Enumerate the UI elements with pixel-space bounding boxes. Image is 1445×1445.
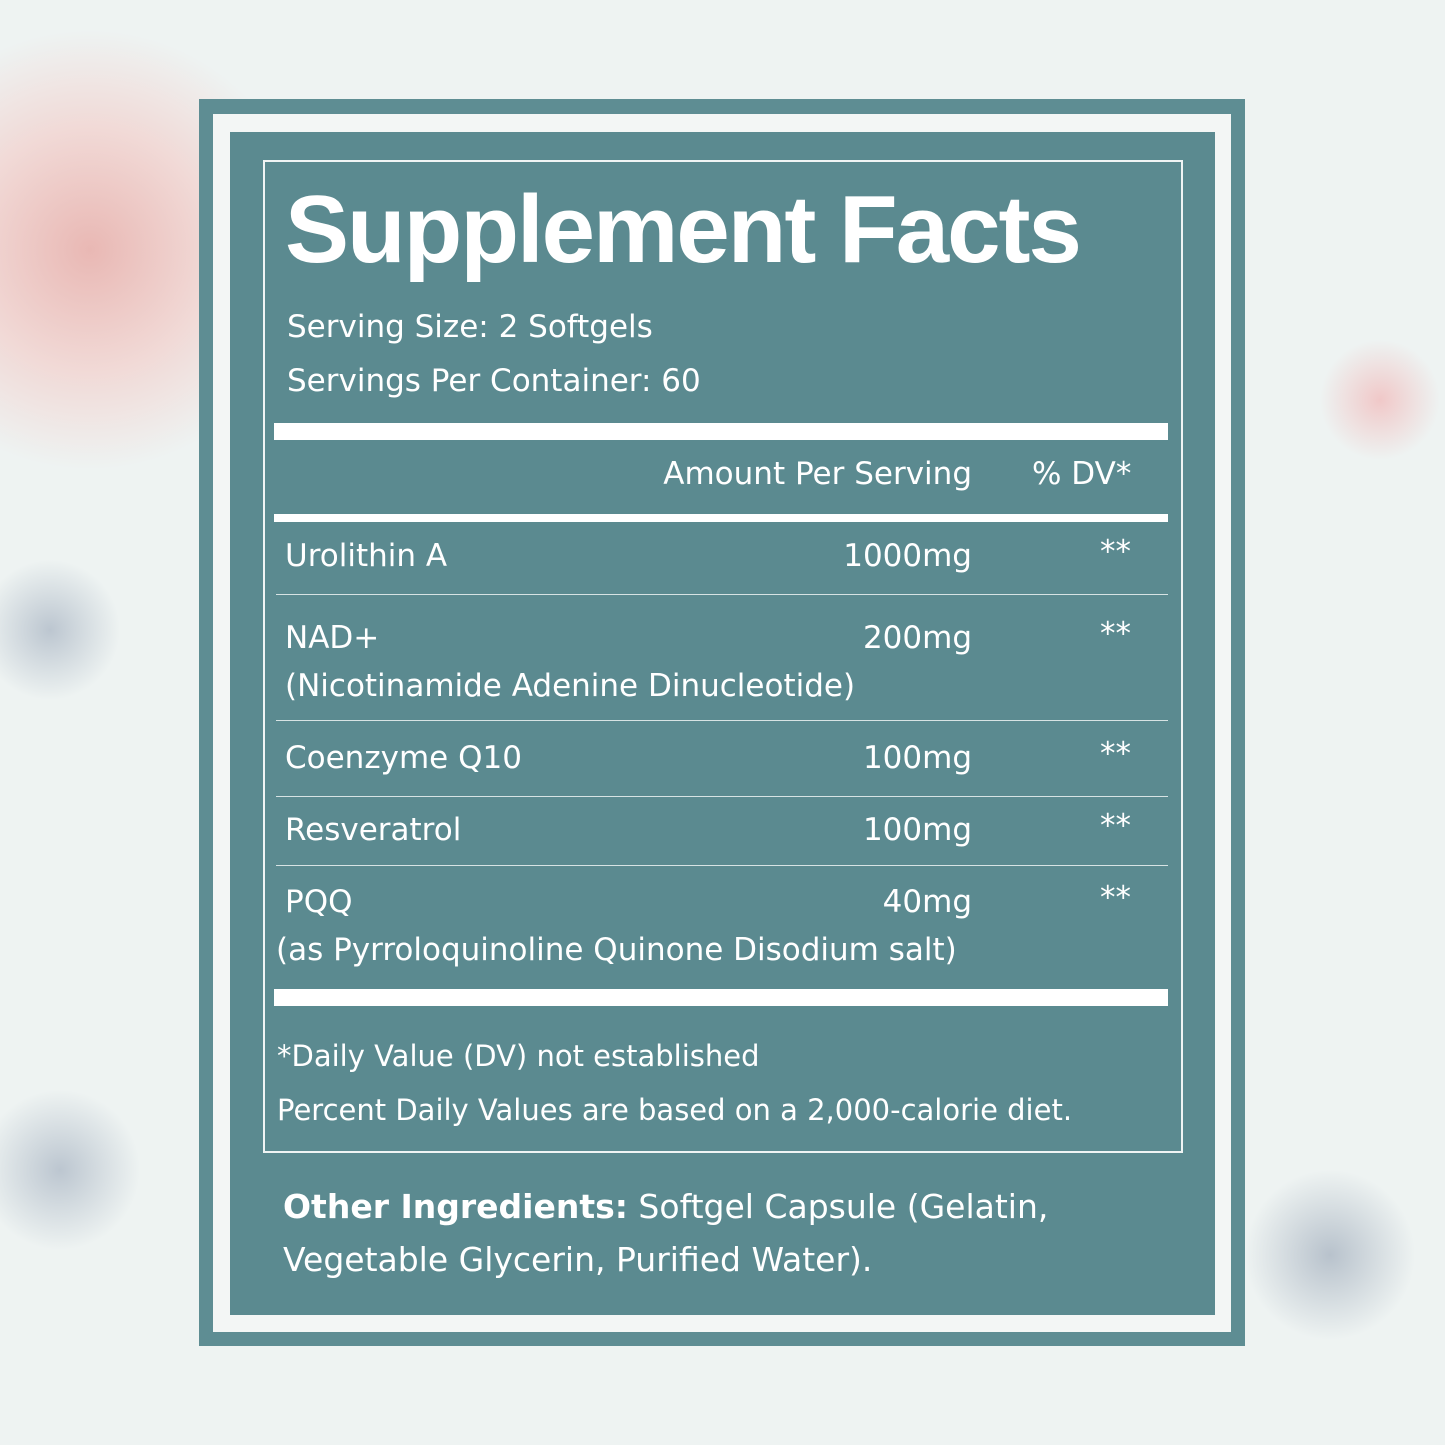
ingredient-dv: ** [1100,880,1131,916]
other-ingredients-label: Other Ingredients: [283,1187,628,1226]
thick-divider [274,423,1168,440]
other-ingredients: Other Ingredients: Softgel Capsule (Gela… [283,1190,1048,1223]
ingredient-amount: 40mg [882,884,972,920]
ingredient-amount: 1000mg [843,538,972,574]
row-divider [276,865,1168,866]
ingredient-name: PQQ [285,884,353,920]
ingredient-dv: ** [1100,616,1131,652]
ingredient-subtext: (as Pyrroloquinoline Quinone Disodium sa… [276,932,957,968]
ingredient-dv: ** [1100,534,1131,570]
amount-header: Amount Per Serving [663,456,972,492]
ingredient-dv: ** [1100,736,1131,772]
ingredient-subtext: (Nicotinamide Adenine Dinucleotide) [285,668,856,704]
other-ingredients-text: Softgel Capsule (Gelatin, [627,1187,1049,1226]
ingredient-name: Resveratrol [285,812,462,848]
header-divider [274,514,1168,522]
row-divider [276,594,1168,595]
supplement-facts-panel: Supplement Facts Serving Size: 2 Softgel… [230,132,1215,1315]
servings-per-container: Servings Per Container: 60 [287,363,701,399]
row-divider [276,720,1168,721]
ingredient-amount: 100mg [862,740,972,776]
other-ingredients-continued: Vegetable Glycerin, Purified Water). [283,1240,873,1279]
ingredient-name: Urolithin A [285,538,448,574]
ingredient-amount: 200mg [862,620,972,656]
row-divider [276,796,1168,797]
ingredient-name: NAD+ [285,620,380,656]
ingredient-name: Coenzyme Q10 [285,740,522,776]
dv-header: % DV* [1032,456,1132,492]
serving-size: Serving Size: 2 Softgels [287,309,653,345]
ingredient-dv: ** [1100,808,1131,844]
dv-footnote: *Daily Value (DV) not established [277,1039,760,1073]
ingredient-amount: 100mg [862,812,972,848]
facts-box [263,160,1183,1153]
bottom-thick-divider [274,989,1168,1006]
page-title: Supplement Facts [285,176,1082,283]
calorie-footnote: Percent Daily Values are based on a 2,00… [277,1093,1073,1127]
